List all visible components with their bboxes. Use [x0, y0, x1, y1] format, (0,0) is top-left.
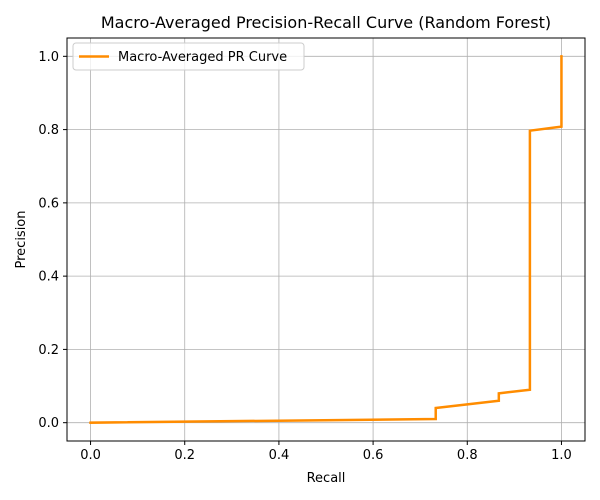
legend: Macro-Averaged PR Curve — [72, 42, 305, 71]
y-tick-label: 1.0 — [38, 50, 59, 65]
grid — [67, 38, 585, 441]
x-tick-label: 0.2 — [174, 448, 195, 463]
ticks: 0.0 0.2 0.4 0.6 0.8 1.0 0.0 0.2 0.4 0.6 0.8 1.0 — [38, 50, 571, 463]
x-tick-label: 0.8 — [457, 448, 478, 463]
y-tick-label: 0.6 — [38, 196, 59, 211]
legend-box — [72, 42, 305, 71]
y-tick-label: 0.8 — [38, 123, 59, 138]
chart-title: Macro-Averaged Precision-Recall Curve (R… — [101, 13, 551, 32]
plot-frame — [66, 37, 586, 442]
x-axis-label: Recall — [307, 471, 346, 486]
series-layer — [89, 55, 563, 424]
y-axis-label: Precision — [14, 210, 29, 268]
x-tick-label: 1.0 — [551, 448, 572, 463]
x-tick-label: 0.6 — [363, 448, 384, 463]
y-tick-label: 0.0 — [38, 416, 59, 431]
legend-label: Macro-Averaged PR Curve — [118, 50, 287, 65]
x-tick-label: 0.0 — [80, 448, 101, 463]
y-tick-label: 0.4 — [38, 270, 59, 285]
pr-curve-line — [89, 55, 563, 424]
y-tick-label: 0.2 — [38, 343, 59, 358]
x-tick-label: 0.4 — [269, 448, 290, 463]
